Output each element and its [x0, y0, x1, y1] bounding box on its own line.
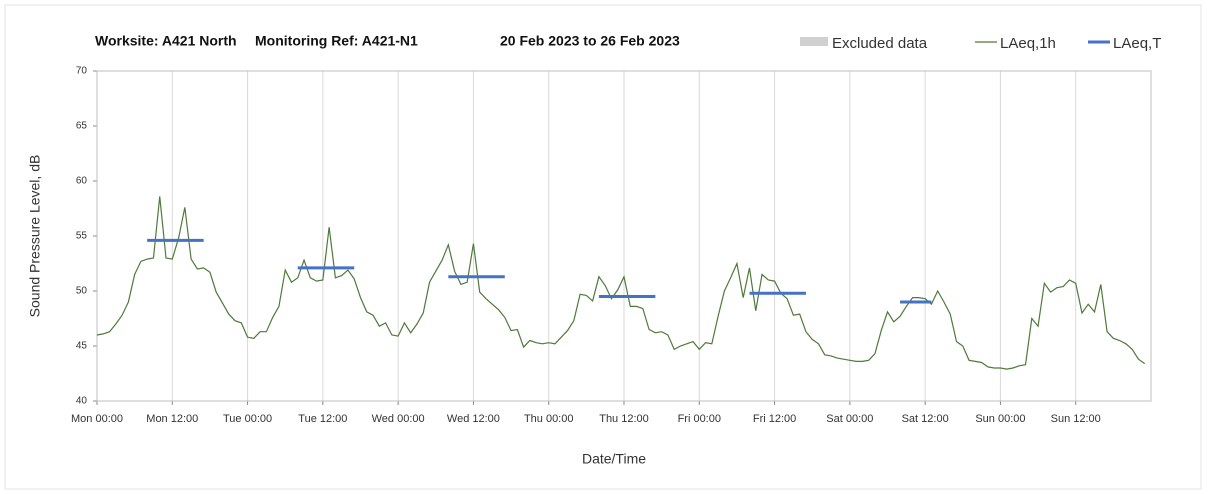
chart-frame — [4, 4, 1202, 490]
x-tick-label: Mon 12:00 — [146, 413, 198, 425]
legend-label: LAeq,1h — [1000, 35, 1056, 52]
y-axis-title: Sound Pressure Level, dB — [27, 155, 43, 318]
x-tick-label: Thu 12:00 — [599, 413, 649, 425]
y-tick-label: 65 — [76, 121, 88, 132]
title-dates: 20 Feb 2023 to 26 Feb 2023 — [500, 33, 680, 49]
x-tick-label: Fri 00:00 — [678, 413, 721, 425]
x-tick-label: Sun 12:00 — [1051, 413, 1101, 425]
y-tick-label: 50 — [76, 286, 88, 297]
laeq-1h-line — [96, 196, 1146, 370]
legend-swatch — [800, 37, 828, 46]
legend-label: LAeq,T — [1113, 35, 1161, 52]
y-tick-label: 70 — [76, 66, 88, 77]
legend-label: Excluded data — [832, 35, 928, 52]
x-tick-label: Fri 12:00 — [753, 413, 796, 425]
x-tick-label: Tue 00:00 — [223, 413, 272, 425]
y-tick-label: 60 — [76, 176, 88, 187]
x-tick-label: Sat 12:00 — [902, 413, 949, 425]
x-tick-label: Sun 00:00 — [975, 413, 1025, 425]
x-axis-title: Date/Time — [582, 451, 646, 467]
y-tick-label: 40 — [76, 396, 88, 407]
x-tick-label: Sat 00:00 — [826, 413, 873, 425]
plot-area — [96, 70, 1152, 402]
x-tick-label: Thu 00:00 — [524, 413, 574, 425]
y-tick-label: 55 — [76, 231, 88, 242]
y-tick-label: 45 — [76, 341, 88, 352]
x-tick-label: Wed 00:00 — [372, 413, 425, 425]
title-worksite: Worksite: A421 North — [95, 33, 237, 49]
x-tick-label: Tue 12:00 — [298, 413, 347, 425]
x-tick-label: Wed 12:00 — [447, 413, 500, 425]
title-ref: Monitoring Ref: A421-N1 — [255, 33, 418, 49]
x-tick-label: Mon 00:00 — [71, 413, 123, 425]
